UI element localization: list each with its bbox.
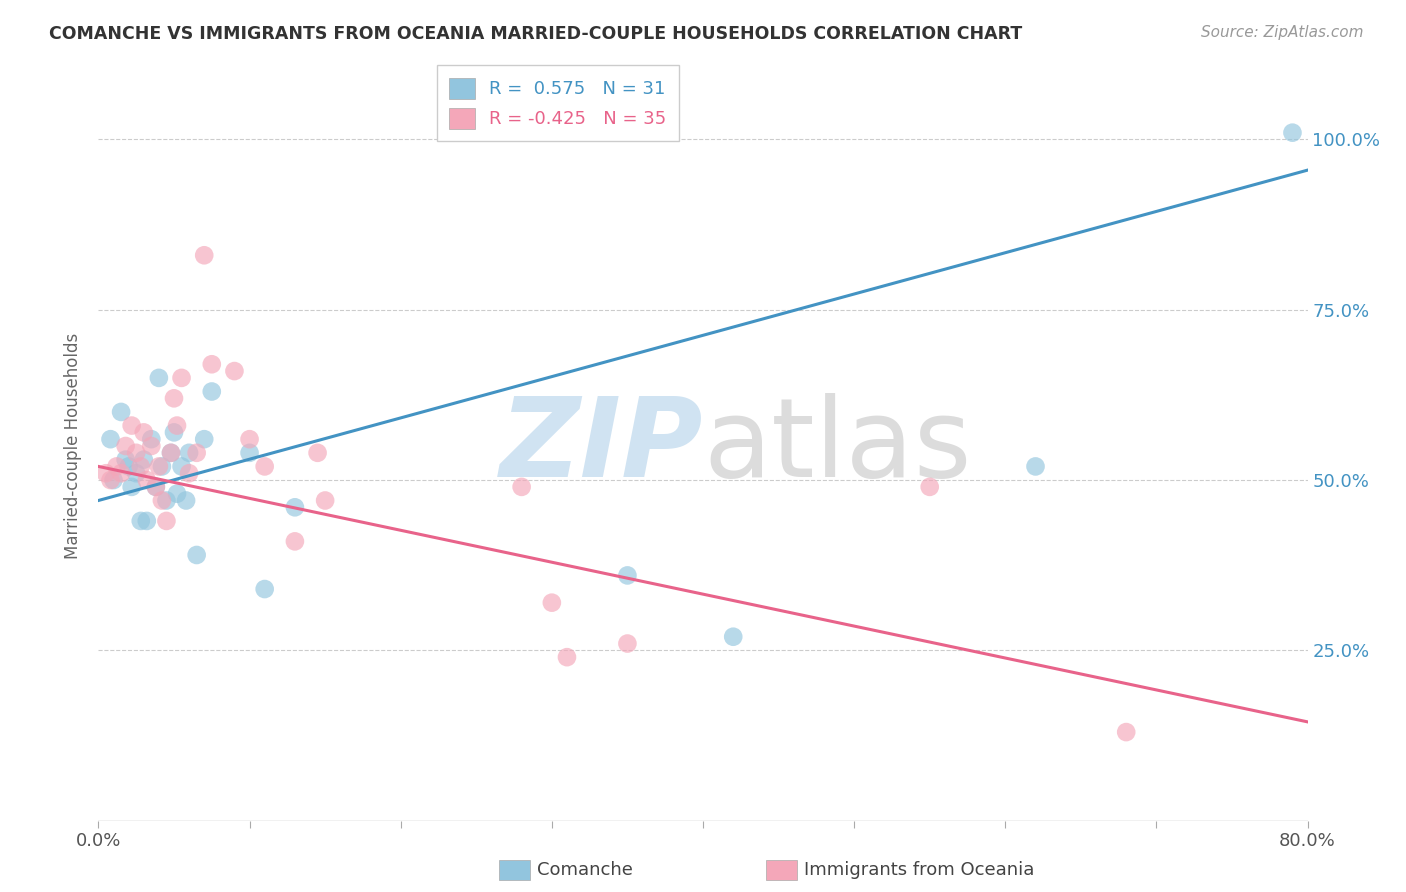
Point (166, 418, 188, 433)
Text: Immigrants from Oceania: Immigrants from Oceania (804, 861, 1035, 879)
Text: COMANCHE VS IMMIGRANTS FROM OCEANIA MARRIED-COUPLE HOUSEHOLDS CORRELATION CHART: COMANCHE VS IMMIGRANTS FROM OCEANIA MARR… (49, 25, 1022, 43)
Point (616, 636, 638, 650)
Point (160, 446, 183, 460)
Point (121, 480, 143, 494)
Point (145, 480, 167, 494)
Point (148, 371, 170, 385)
Point (284, 534, 307, 549)
Text: Comanche: Comanche (537, 861, 633, 879)
Point (1281, 126, 1303, 140)
Point (114, 439, 136, 453)
Point (1024, 459, 1046, 474)
Point (239, 432, 262, 446)
Point (105, 459, 128, 474)
Point (114, 452, 136, 467)
Point (616, 568, 638, 582)
Point (132, 425, 155, 440)
Point (150, 493, 173, 508)
Point (129, 459, 152, 474)
Point (141, 432, 163, 446)
Point (100, 432, 122, 446)
Point (150, 459, 173, 474)
Point (125, 446, 148, 460)
Point (284, 500, 307, 515)
Point (307, 446, 329, 460)
Point (121, 418, 143, 433)
Point (110, 467, 132, 481)
Point (314, 493, 336, 508)
Point (179, 446, 201, 460)
Point (163, 425, 186, 440)
Point (155, 493, 177, 508)
Point (186, 446, 208, 460)
Point (94, 467, 117, 481)
Point (918, 480, 941, 494)
Point (1115, 725, 1137, 739)
Text: ZIP: ZIP (499, 392, 703, 500)
Point (170, 371, 193, 385)
Text: atlas: atlas (703, 392, 972, 500)
Point (174, 493, 197, 508)
Point (170, 459, 193, 474)
Point (510, 480, 533, 494)
Point (224, 364, 246, 378)
Point (135, 473, 157, 487)
Point (100, 473, 122, 487)
Point (540, 596, 562, 610)
Text: Source: ZipAtlas.com: Source: ZipAtlas.com (1201, 25, 1364, 40)
Point (103, 473, 125, 487)
Point (155, 514, 177, 528)
Point (253, 582, 276, 596)
Legend: R =  0.575   N = 31, R = -0.425   N = 35: R = 0.575 N = 31, R = -0.425 N = 35 (437, 65, 679, 142)
Point (239, 446, 262, 460)
Y-axis label: Married-couple Households: Married-couple Households (65, 333, 83, 559)
Point (145, 480, 167, 494)
Point (141, 439, 163, 453)
Point (555, 650, 578, 665)
Point (253, 459, 276, 474)
Point (118, 459, 141, 474)
Point (148, 459, 170, 474)
Point (201, 357, 224, 371)
Point (135, 514, 157, 528)
Point (160, 446, 183, 460)
Point (201, 384, 224, 399)
Point (193, 432, 215, 446)
Point (723, 630, 745, 644)
Point (110, 405, 132, 419)
Point (163, 392, 186, 406)
Point (186, 548, 208, 562)
Point (132, 452, 155, 467)
Point (193, 248, 215, 262)
Point (129, 514, 152, 528)
Point (166, 486, 188, 500)
Point (125, 467, 148, 481)
Point (179, 467, 201, 481)
